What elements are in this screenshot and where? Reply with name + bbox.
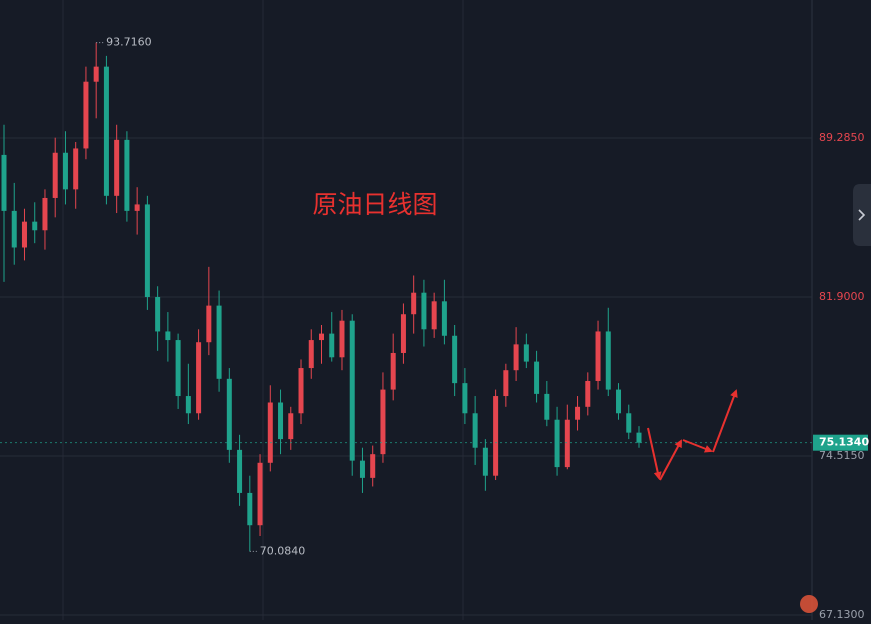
candle-body xyxy=(155,297,161,332)
candle-body xyxy=(144,204,150,298)
candle-body xyxy=(175,340,181,397)
candle-body xyxy=(298,368,304,414)
candle-body xyxy=(513,344,519,371)
candle-body xyxy=(83,81,89,149)
arrow xyxy=(682,439,713,453)
logo-icon xyxy=(800,595,818,613)
last-price-label: 75.1340 xyxy=(819,436,869,449)
toggle-button[interactable] xyxy=(853,184,871,246)
candle-body xyxy=(237,449,243,493)
candle-body xyxy=(616,389,622,414)
y-tick-label: 67.1300 xyxy=(819,608,865,620)
arrow xyxy=(712,389,738,453)
chevron-icon xyxy=(858,209,866,221)
candle-body xyxy=(441,301,447,336)
candle-body xyxy=(257,462,263,526)
side-toggle[interactable] xyxy=(853,184,871,246)
candle-body xyxy=(595,331,601,381)
y-tick-label: 74.5150 xyxy=(819,449,865,462)
candle-body xyxy=(349,320,355,461)
candle-body xyxy=(503,370,509,397)
candle-body xyxy=(370,454,376,478)
candle-body xyxy=(1,154,7,211)
chart-title: 原油日线图 xyxy=(312,190,437,219)
candle-body xyxy=(73,148,79,190)
candles xyxy=(1,42,642,552)
low-label: 70.0840 xyxy=(260,544,306,557)
candle-body xyxy=(585,380,591,407)
candle-body xyxy=(206,305,212,343)
candle-body xyxy=(308,340,314,369)
candle-body xyxy=(431,301,437,330)
candle-body xyxy=(400,314,406,353)
candle-body xyxy=(62,152,68,190)
y-tick-label: 81.9000 xyxy=(819,290,865,303)
labels: 67.1300 74.5150 81.9000 89.2850 93.7160 70.08… xyxy=(0,36,869,621)
candle-body xyxy=(636,432,642,443)
candle-body xyxy=(605,331,611,390)
candle-body xyxy=(482,447,488,476)
candle-body xyxy=(278,402,284,440)
candle-body xyxy=(339,320,345,358)
candle-body xyxy=(216,305,222,379)
candle-body xyxy=(11,210,17,248)
last-price-box xyxy=(813,434,868,451)
candle-body xyxy=(52,152,58,198)
candle-body xyxy=(226,378,232,450)
candle-body xyxy=(114,139,120,196)
candle-body xyxy=(185,396,191,414)
candle-body xyxy=(42,197,48,231)
candle-body xyxy=(554,419,560,468)
candle-body xyxy=(32,221,38,231)
candle-body xyxy=(359,460,365,478)
candle-body xyxy=(626,413,632,433)
candle-body xyxy=(288,413,294,440)
candle-body xyxy=(575,406,581,420)
candle-body xyxy=(564,419,570,468)
candle-body xyxy=(134,204,140,211)
candle-body xyxy=(93,66,99,82)
date-grid xyxy=(62,0,464,620)
candle-body xyxy=(103,66,109,196)
candle-body xyxy=(523,344,529,362)
candle-body xyxy=(452,335,458,384)
candle-body xyxy=(462,383,468,414)
arrow xyxy=(647,427,662,480)
high-label: 93.7160 xyxy=(106,36,152,49)
candle-body xyxy=(493,396,499,476)
y-tick-label: 89.2850 xyxy=(819,131,865,144)
arrow xyxy=(659,439,682,481)
candle-body xyxy=(421,292,427,330)
candle-body xyxy=(267,402,273,463)
candle-body xyxy=(21,221,27,248)
candle-body xyxy=(247,492,253,526)
candle-body xyxy=(165,331,171,341)
candle-body xyxy=(544,393,550,420)
candle-body xyxy=(534,361,540,394)
grid xyxy=(0,137,812,616)
candle-body xyxy=(329,333,335,358)
candle-body xyxy=(411,292,417,315)
candle-body xyxy=(196,342,202,414)
candle-body xyxy=(472,413,478,448)
candle-body xyxy=(124,139,130,211)
forecast-arrows xyxy=(647,389,738,481)
candle-body xyxy=(390,352,396,390)
candle-body xyxy=(319,333,324,341)
candle-body xyxy=(380,389,386,455)
